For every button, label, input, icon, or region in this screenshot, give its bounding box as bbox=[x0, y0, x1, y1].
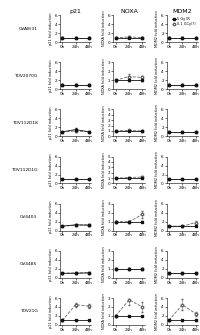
Title: p21: p21 bbox=[70, 9, 82, 14]
Y-axis label: p21 fold induction: p21 fold induction bbox=[49, 248, 53, 281]
Y-axis label: NOXA fold induction: NOXA fold induction bbox=[102, 247, 106, 282]
Legend: 5 Gy IR, 0.1 GCy(?): 5 Gy IR, 0.1 GCy(?) bbox=[172, 17, 196, 26]
Title: NOXA: NOXA bbox=[120, 9, 138, 14]
Text: TOV21G: TOV21G bbox=[20, 310, 37, 314]
Text: TOV112D1G: TOV112D1G bbox=[11, 168, 37, 172]
Y-axis label: MDM2 fold induction: MDM2 fold induction bbox=[155, 57, 159, 94]
Y-axis label: MDM2 fold induction: MDM2 fold induction bbox=[155, 10, 159, 47]
Text: OV4485: OV4485 bbox=[20, 262, 37, 266]
Y-axis label: MDM2 fold induction: MDM2 fold induction bbox=[155, 246, 159, 283]
Y-axis label: MDM2 fold induction: MDM2 fold induction bbox=[155, 105, 159, 141]
Y-axis label: p21 fold induction: p21 fold induction bbox=[49, 154, 53, 186]
Text: TOV2070G: TOV2070G bbox=[14, 74, 37, 78]
Y-axis label: NOXA fold induction: NOXA fold induction bbox=[102, 294, 106, 329]
Y-axis label: p21 fold induction: p21 fold induction bbox=[49, 107, 53, 139]
Y-axis label: NOXA fold induction: NOXA fold induction bbox=[102, 105, 106, 141]
Y-axis label: MDM2 fold induction: MDM2 fold induction bbox=[155, 293, 159, 330]
Y-axis label: NOXA fold induction: NOXA fold induction bbox=[102, 11, 106, 46]
Y-axis label: MDM2 fold induction: MDM2 fold induction bbox=[155, 152, 159, 188]
Y-axis label: p21 fold induction: p21 fold induction bbox=[49, 12, 53, 45]
Y-axis label: p21 fold induction: p21 fold induction bbox=[49, 295, 53, 328]
Title: MDM2: MDM2 bbox=[173, 9, 192, 14]
Text: TOV112D18: TOV112D18 bbox=[12, 121, 37, 125]
Y-axis label: NOXA fold induction: NOXA fold induction bbox=[102, 152, 106, 188]
Y-axis label: p21 fold induction: p21 fold induction bbox=[49, 59, 53, 92]
Text: OV4403: OV4403 bbox=[20, 215, 37, 219]
Y-axis label: NOXA fold induction: NOXA fold induction bbox=[102, 58, 106, 93]
Y-axis label: p21 fold induction: p21 fold induction bbox=[49, 201, 53, 233]
Y-axis label: NOXA fold induction: NOXA fold induction bbox=[102, 199, 106, 235]
Y-axis label: MDM2 fold induction: MDM2 fold induction bbox=[155, 199, 159, 236]
Text: OVA8(31: OVA8(31 bbox=[18, 26, 37, 30]
